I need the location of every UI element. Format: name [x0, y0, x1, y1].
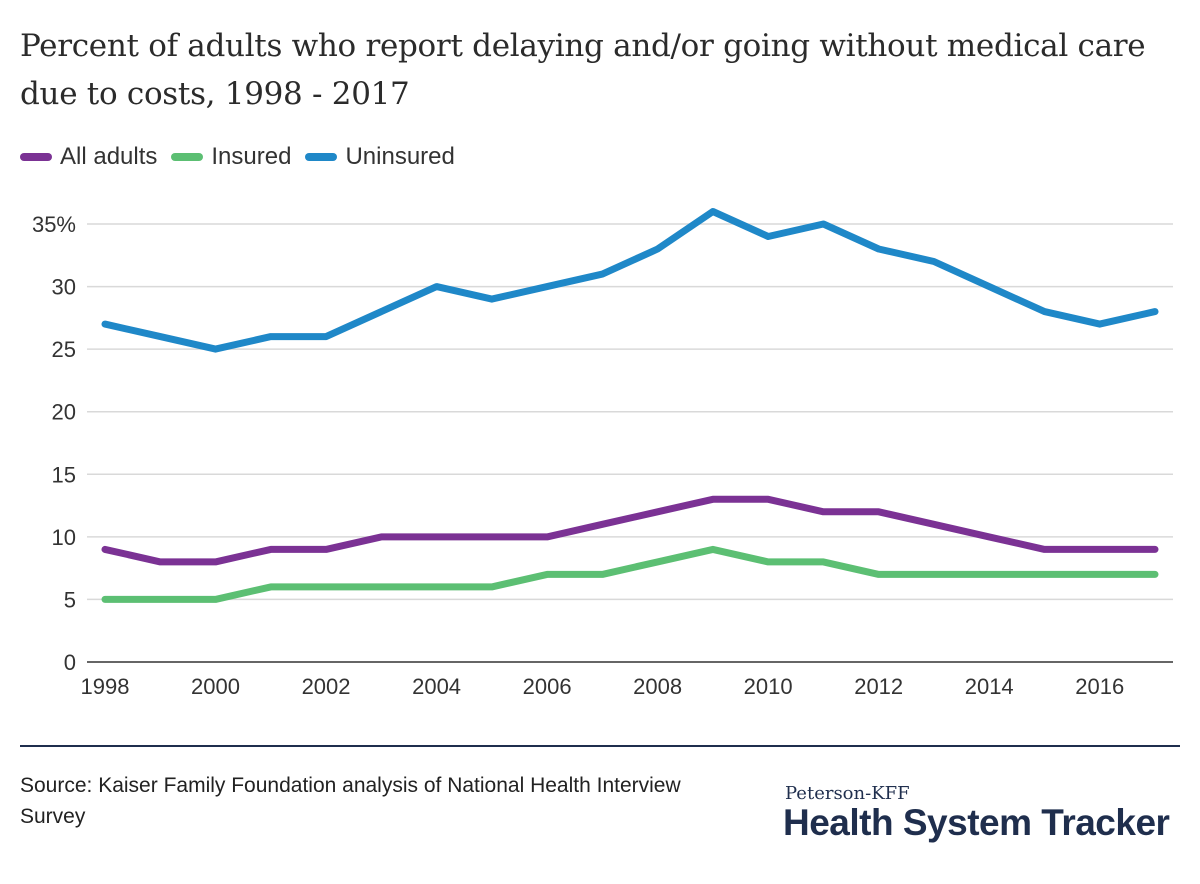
- brand-logo-text: Health System Tracker: [783, 802, 1170, 843]
- chart-title: Percent of adults who report delaying an…: [20, 28, 1146, 112]
- x-tick-label: 2008: [633, 674, 682, 699]
- x-tick-label: 2014: [965, 674, 1014, 699]
- source-note: Source: Kaiser Family Foundation analysi…: [20, 774, 681, 828]
- x-tick-label: 1998: [81, 674, 130, 699]
- legend-swatch: [171, 153, 204, 161]
- y-tick-label: 35%: [32, 212, 76, 237]
- y-tick-label: 10: [52, 525, 76, 550]
- series-line-uninsured: [101, 208, 1159, 353]
- x-tick-label: 2004: [412, 674, 461, 699]
- legend-item-insured: Insured: [171, 143, 291, 171]
- line-chart: 0 5 10 15 20 25 30 35% 1998 2000 2002 2004 2006 2008 2…: [32, 208, 1173, 699]
- series-line-insured: [101, 545, 1159, 603]
- brand-subtitle: Peterson-KFF: [785, 783, 910, 804]
- legend-label: All adults: [60, 143, 158, 170]
- y-tick-label: 30: [52, 275, 76, 300]
- x-tick-label: 2002: [302, 674, 351, 699]
- y-tick-label: 15: [52, 462, 76, 487]
- x-tick-label: 2012: [854, 674, 903, 699]
- x-tick-label: 2000: [191, 674, 240, 699]
- legend-swatch: [305, 153, 338, 161]
- legend-item-all-adults: All adults: [20, 143, 157, 171]
- y-tick-label: 0: [64, 650, 76, 675]
- series-line-all-adults: [101, 495, 1159, 566]
- x-tick-label: 2016: [1075, 674, 1124, 699]
- y-tick-label: 25: [52, 337, 76, 362]
- x-tick-label: 2006: [523, 674, 572, 699]
- legend-label: Insured: [211, 143, 292, 170]
- legend-label: Uninsured: [345, 143, 455, 170]
- legend: All adults Insured Uninsured: [20, 142, 469, 172]
- legend-swatch: [20, 153, 52, 161]
- y-tick-label: 5: [64, 587, 76, 612]
- x-tick-label: 2010: [744, 674, 793, 699]
- y-tick-label: 20: [52, 400, 76, 425]
- divider: [20, 745, 1180, 747]
- legend-item-uninsured: Uninsured: [305, 143, 455, 171]
